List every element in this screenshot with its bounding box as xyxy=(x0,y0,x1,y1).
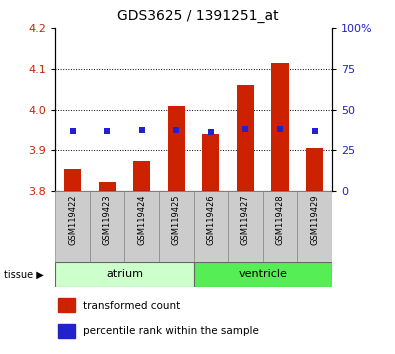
Bar xyxy=(194,191,228,262)
Bar xyxy=(58,298,75,312)
Bar xyxy=(271,63,289,191)
Text: GSM119429: GSM119429 xyxy=(310,195,319,245)
Bar xyxy=(55,262,194,287)
Bar xyxy=(228,191,263,262)
Bar xyxy=(159,191,194,262)
Text: GSM119424: GSM119424 xyxy=(137,195,146,245)
Text: transformed count: transformed count xyxy=(83,301,180,311)
Text: GSM119423: GSM119423 xyxy=(103,195,112,245)
Bar xyxy=(90,191,124,262)
Bar xyxy=(58,324,75,338)
Bar xyxy=(263,191,297,262)
Bar xyxy=(133,161,150,191)
Bar xyxy=(55,191,90,262)
Text: GSM119428: GSM119428 xyxy=(275,195,284,245)
Bar xyxy=(297,191,332,262)
Bar xyxy=(167,106,185,191)
Text: GSM119425: GSM119425 xyxy=(172,195,181,245)
Text: GSM119427: GSM119427 xyxy=(241,195,250,245)
Text: ventricle: ventricle xyxy=(238,269,287,279)
Text: GDS3625 / 1391251_at: GDS3625 / 1391251_at xyxy=(117,9,278,23)
Bar xyxy=(124,191,159,262)
Bar xyxy=(306,148,323,191)
Bar xyxy=(237,85,254,191)
Text: GSM119422: GSM119422 xyxy=(68,195,77,245)
Bar xyxy=(64,169,81,191)
Text: percentile rank within the sample: percentile rank within the sample xyxy=(83,326,259,336)
Text: tissue ▶: tissue ▶ xyxy=(4,269,44,279)
Bar xyxy=(98,182,116,191)
Text: GSM119426: GSM119426 xyxy=(206,195,215,245)
Bar xyxy=(194,262,332,287)
Text: atrium: atrium xyxy=(106,269,143,279)
Bar xyxy=(202,134,220,191)
